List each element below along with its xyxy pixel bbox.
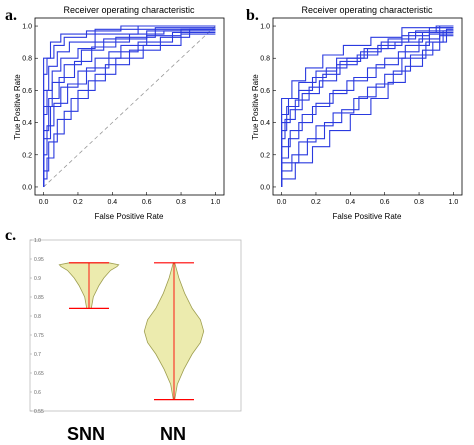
panel-b-roc-curve-0 [281, 25, 454, 187]
panel-a-xtick-label: 0.8 [176, 199, 186, 206]
panel-b-title: Receiver operating characteristic [301, 5, 433, 15]
panel-b-roc-curve-6 [281, 35, 454, 187]
panel-b-xtick-label: 0.4 [345, 199, 355, 206]
panel-a-ytick-label: 0.2 [22, 152, 32, 159]
panel-b-xtick-label: 0.6 [380, 199, 390, 206]
panel-a-xtick-label: 0.0 [39, 199, 49, 206]
panel-a-roc-curve-2 [43, 28, 216, 187]
panel-c-ytick-label: 0.65 [34, 371, 44, 377]
panel-c-ytick-label: 0.9 [34, 276, 41, 282]
panel-c-ytick-label: 0.8 [34, 314, 41, 320]
panel-a-title: Receiver operating characteristic [63, 5, 195, 15]
panel-c-ytick-label: 0.95 [34, 257, 44, 263]
panel-a-ytick-label: 1.0 [22, 24, 32, 31]
panel-b-roc-curve-8 [281, 30, 454, 187]
panel-b-plot-frame [272, 17, 463, 196]
panel-c-ytick-label: 1.0 [34, 238, 41, 244]
panel-b-ytick-label: 0.8 [260, 56, 270, 63]
violin-label-snn: SNN [67, 424, 105, 444]
panel-c-letter: c. [5, 227, 16, 244]
panel-a-ytick-label: 0.0 [22, 184, 32, 191]
panel-c-ticks: 1.0 0.95 0.9 0.85 0.8 0.75 0.7 0.65 0.6 0.55 [30, 238, 44, 415]
panel-a-xtick-label: 0.6 [142, 199, 152, 206]
panel-a-xtick-label: 1.0 [211, 199, 221, 206]
panel-a-roc-curve-3 [43, 31, 216, 187]
panel-a-letter: a. [5, 7, 17, 24]
panel-c-ytick-label: 0.6 [34, 390, 41, 396]
panel-a-roc-curve-7 [43, 33, 216, 187]
panel-a-chance-diagonal [43, 25, 216, 188]
panel-a-xtick-label: 0.2 [73, 199, 83, 206]
panel-b-ticks: 0.0 0.2 0.4 0.6 0.8 1.0 0.0 0.2 0.4 0.6 0.8 1.0 [260, 24, 458, 206]
panel-a-roc-curve-0 [43, 30, 216, 187]
violin-label-nn: NN [160, 424, 186, 444]
panel-a-roc-curve-1 [43, 25, 216, 187]
panel-a-roc-curve-6 [43, 30, 216, 187]
panel-b-ytick-label: 0.0 [260, 184, 270, 191]
panel-a-roc-curve-9 [43, 27, 216, 187]
panel-b-ytick-label: 0.4 [260, 120, 270, 127]
panel-b-xlabel: False Positive Rate [333, 212, 402, 221]
panel-a-ytick-label: 0.8 [22, 56, 32, 63]
panel-c-chart: 1.00.950.90.850.80.750.70.650.60.55 SNN … [29, 238, 242, 444]
panel-b-roc-curves [281, 25, 454, 187]
panel-b-xtick-label: 0.2 [311, 199, 321, 206]
panel-b-ytick-label: 0.6 [260, 88, 270, 95]
panel-b-roc-curve-4 [281, 33, 454, 187]
panel-a-roc-curve-4 [43, 25, 216, 187]
panel-a-ticks: 0.0 0.2 0.4 0.6 0.8 1.0 0.0 0.2 0.4 0.6 0.8 1.0 [22, 24, 220, 206]
panel-c-ytick-label: 0.7 [34, 352, 41, 358]
panel-b-letter: b. [246, 7, 259, 24]
panel-b-xtick-label: 0.0 [277, 199, 287, 206]
panel-a-roc-curve-5 [43, 28, 216, 187]
panel-a-xlabel: False Positive Rate [95, 212, 164, 221]
panel-a-roc-curves [43, 25, 216, 187]
panel-c-ytick-label: 0.85 [34, 295, 44, 301]
panel-a-xtick-label: 0.4 [107, 199, 117, 206]
panel-b-roc-curve-5 [281, 27, 454, 187]
panel-b-ytick-label: 0.2 [260, 152, 270, 159]
panel-b-roc-curve-9 [281, 27, 454, 187]
panel-a-ytick-label: 0.4 [22, 120, 32, 127]
panel-b-ytick-label: 1.0 [260, 24, 270, 31]
panel-b-xtick-label: 1.0 [449, 199, 459, 206]
panel-a-ylabel: True Positive Rate [13, 74, 22, 140]
panel-b-ylabel: True Positive Rate [251, 74, 260, 140]
panel-c-ytick-label: 0.55 [34, 409, 44, 415]
panel-a-roc-curve-8 [43, 28, 216, 187]
panel-a-chart: Receiver operating characteristic 0.0 0.2… [13, 5, 225, 221]
panel-a-ytick-label: 0.6 [22, 88, 32, 95]
panel-b-xtick-label: 0.8 [414, 199, 424, 206]
panel-c-violins [58, 262, 205, 401]
panel-c-ytick-label: 0.75 [34, 333, 44, 339]
panel-b-chart: Receiver operating characteristic 0.0 0.2… [251, 5, 463, 221]
